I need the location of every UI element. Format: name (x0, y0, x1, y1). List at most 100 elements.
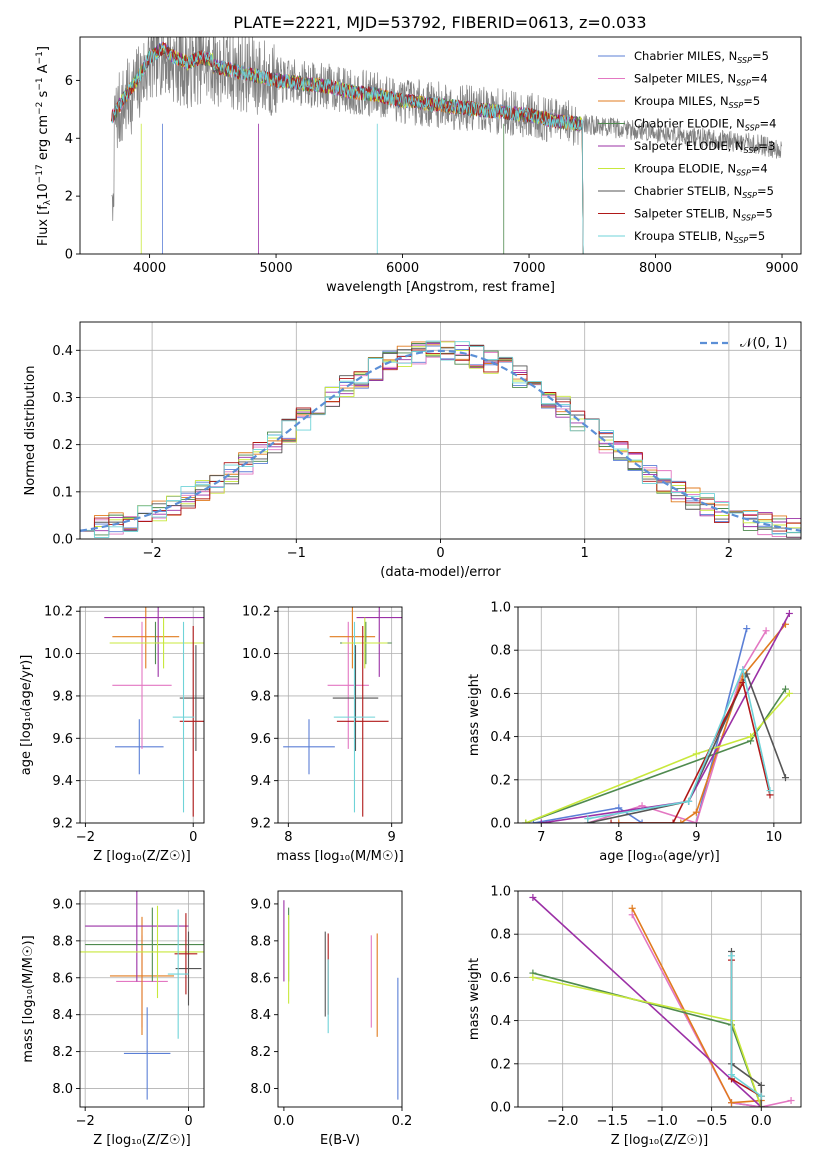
y-tick-label: 1.0 (490, 601, 511, 616)
x-tick-label: 8000 (639, 261, 672, 276)
legend-count: =4 (760, 117, 777, 131)
legend-subscript: SSP (742, 191, 757, 200)
y-tick-label: 8.0 (250, 1082, 271, 1097)
legend-label: Salpeter MILES, N (634, 72, 736, 86)
y-tick-label: 0.8 (490, 644, 511, 659)
weight-marker (739, 666, 747, 674)
weight-marker (757, 1092, 765, 1100)
plot-area-mass-vs-Z (80, 891, 204, 1100)
axes-mass-vs-Z: −2 0 8.0 8.2 8.4 8.6 8.8 9.0 Z [log₁₀(Z/Z☉)] mass… (21, 890, 205, 1148)
plot-area-age-vs-Z (104, 607, 204, 817)
axes-spectrum: 4000 5000 6000 7000 8000 9000 0 2 4 6 wavelength [… (35, 36, 802, 295)
weight-marker (727, 1099, 735, 1107)
y-tick-label: 9.2 (52, 817, 73, 832)
x-tick-label: 9 (692, 830, 700, 845)
y-tick-label: 9.6 (52, 732, 73, 747)
x-tick-label: −2.0 (547, 1114, 579, 1129)
x-axis-label: Z [log₁₀(Z/Z☉)] (93, 849, 190, 864)
errorbar-point (333, 621, 376, 813)
y-tick-label: 8.8 (250, 934, 271, 949)
figure-title: PLATE=2221, MJD=53792, FIBERID=0613, z=0… (233, 13, 646, 32)
y-tick-label: 0.1 (52, 485, 73, 500)
y-tick-label: 0.6 (490, 971, 511, 986)
x-tick-label: 0.0 (274, 1114, 295, 1129)
weight-series-line (587, 673, 787, 823)
plot-area-age-vs-mass (283, 607, 402, 817)
y-tick-label: 9.0 (250, 897, 271, 912)
x-tick-label: −1.5 (597, 1114, 629, 1129)
errorbar-point (123, 1007, 171, 1100)
y-axis-label-part: erg cm (36, 115, 51, 164)
y-axis-label-part: s (36, 90, 51, 101)
y-tick-label: 10.0 (44, 647, 73, 662)
legend-label: Chabrier MILES, N (634, 49, 737, 63)
legend-entry: Kroupa STELIB, NSSP=5 (634, 229, 765, 245)
errorbar-point (112, 607, 180, 669)
errorbar-point (332, 645, 379, 751)
legend-subscript: SSP (741, 214, 756, 223)
weight-series-line (533, 628, 748, 823)
y-tick-label: 2 (65, 190, 73, 205)
errorbar-point (104, 607, 204, 677)
weight-marker (781, 774, 789, 782)
x-axis-label: age [log₁₀(age/yr)] (599, 849, 720, 864)
legend-entry: Chabrier STELIB, NSSP=5 (634, 184, 774, 200)
legend-label: Salpeter ELODIE, N (634, 139, 744, 153)
x-tick-label: 0.2 (392, 1114, 413, 1129)
weight-marker (537, 819, 545, 823)
y-axis-label-part: A (36, 64, 51, 77)
errorbar-point (85, 907, 204, 982)
legend-label: Chabrier ELODIE, N (634, 117, 745, 131)
x-tick-label: 0 (189, 830, 197, 845)
weight-marker (762, 627, 770, 635)
legend-subscript: SSP (744, 146, 759, 155)
weight-series-line (730, 960, 762, 1097)
x-tick-label: 8 (284, 830, 292, 845)
axes-frame (517, 890, 802, 1108)
x-tick-label: −2 (143, 546, 162, 561)
plot-area-weight-vs-Z (529, 893, 795, 1107)
errorbar-point (112, 621, 172, 749)
legend-count: =5 (748, 229, 765, 243)
x-axis-label: wavelength [Angstrom, rest frame] (326, 280, 555, 295)
legend-subscript: SSP (737, 56, 752, 65)
plot-area-weight-vs-age (522, 609, 793, 823)
y-axis-label-part: −2 (35, 102, 45, 115)
y-tick-label: 9.0 (52, 897, 73, 912)
x-tick-label: −1 (287, 546, 306, 561)
y-axis-label: Normed distribution (23, 366, 38, 496)
weight-marker (692, 819, 700, 823)
weight-series-line (525, 688, 787, 823)
errorbar-point (85, 891, 189, 982)
y-axis-label-part: Flux [f (36, 205, 51, 246)
weight-series-line (525, 692, 790, 823)
y-tick-label: 0.0 (52, 533, 73, 548)
weight-marker (628, 911, 636, 919)
legend-subscript: SSP (729, 101, 744, 110)
y-tick-label: 9.8 (52, 689, 73, 704)
axes-residuals: −2 −1 0 1 2 0.0 0.1 0.2 0.3 0.4 (data-model)/error… (23, 321, 802, 580)
legend-entry: Chabrier MILES, NSSP=5 (634, 49, 769, 65)
y-axis-label: mass weight (467, 958, 482, 1040)
x-tick-label: 6000 (386, 261, 419, 276)
weight-series-line (532, 972, 763, 1107)
errorbar-point (179, 626, 204, 817)
y-tick-label: 8.4 (52, 1008, 73, 1023)
y-tick-label: 0 (65, 248, 73, 263)
x-tick-label: −2 (76, 830, 95, 845)
y-axis-label: age [log₁₀(age/yr)] (19, 655, 34, 776)
axes-frame (277, 890, 403, 1108)
legend-label: Chabrier STELIB, N (634, 184, 742, 198)
y-axis-label: mass [log₁₀(M/M☉)] (21, 935, 36, 1062)
weight-marker (522, 819, 530, 823)
y-axis-label-part: 10 (36, 183, 51, 200)
x-tick-label: 0 (436, 546, 444, 561)
weight-marker (615, 804, 623, 812)
plot-area-residuals (80, 340, 801, 538)
plot-area-spectrum (111, 37, 783, 254)
y-tick-label: 8.8 (52, 934, 73, 949)
x-tick-label: 9000 (765, 261, 798, 276)
errorbar-point (172, 621, 195, 813)
x-tick-label: 0 (184, 1114, 192, 1129)
weight-marker (677, 819, 685, 823)
